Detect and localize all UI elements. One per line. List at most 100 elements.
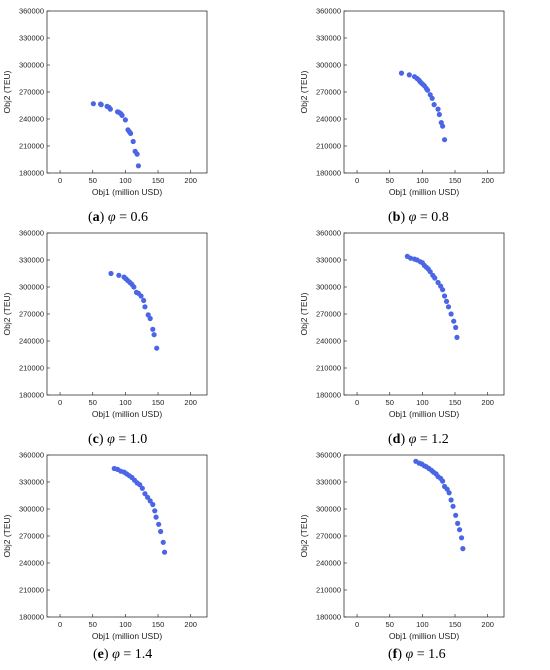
data-point [398,70,405,76]
y-tick-label: 210000 [19,142,44,151]
x-tick-label: 0 [355,176,359,185]
x-tick-label: 150 [449,398,462,407]
x-tick-label: 0 [355,398,359,407]
x-tick-label: 50 [386,398,394,407]
data-point [427,269,433,275]
data-point [440,478,446,484]
data-point [451,318,457,324]
x-tick-label: 200 [481,176,494,185]
data-point [431,102,437,108]
chart-panel-f: 0 50 100 150 200 180000 210000 240000 270000 3000… [299,451,505,662]
y-tick-label: 210000 [19,586,44,595]
y-axis-label: Obj2 (TEU) [299,70,309,113]
chart-panel-d: 0 50 100 150 200 180000 210000 240000 270000 3000… [299,229,505,447]
y-tick-label: 210000 [316,586,341,595]
y-axis-label: Obj2 (TEU) [2,292,12,335]
panel-caption: (b) φ = 0.8 [388,210,449,225]
y-tick-label: 210000 [19,364,44,373]
chart-panel-b: 0 50 100 150 200 180000 210000 240000 270000 3000… [299,7,505,225]
data-point [436,111,442,118]
caption-letter: d [393,432,401,447]
x-tick-label: 50 [89,176,97,185]
data-point [131,284,137,290]
data-point [130,138,136,145]
x-tick-label: 150 [449,176,462,185]
x-tick-label: 50 [386,176,394,185]
data-point [161,549,168,555]
data-point [154,345,160,351]
y-tick-label: 330000 [19,34,44,43]
y-tick-label: 240000 [316,337,341,346]
x-tick-label: 100 [119,176,132,185]
y-tick-label: 240000 [316,559,341,568]
y-tick-label: 300000 [316,283,341,292]
y-axis-label: Obj2 (TEU) [299,514,309,557]
x-tick-label: 150 [152,176,165,185]
data-point [127,130,134,136]
y-tick-label: 180000 [316,391,341,400]
y-tick-label: 180000 [19,391,44,400]
x-axis-label: Obj1 (million USD) [92,409,163,419]
data-point [158,528,164,535]
plot-frame [46,454,208,618]
plot-frame [46,232,208,396]
data-point [153,514,159,520]
caption-paren-open: ( [88,432,93,447]
y-tick-label: 180000 [19,169,44,178]
y-axis-label: Obj2 (TEU) [299,292,309,335]
data-point [147,315,153,322]
y-tick-label: 270000 [19,88,44,97]
y-axis-label: Obj2 (TEU) [2,514,12,557]
caption-value: = 0.8 [416,210,448,225]
panel-caption: (c) φ = 1.0 [88,432,147,447]
caption-symbol: φ [409,432,417,447]
caption-value: = 1.0 [115,432,147,447]
data-point [445,304,452,310]
caption-symbol: φ [409,210,417,225]
chart-panel-a: 0 50 100 150 200 180000 210000 240000 270000 3000… [2,7,208,225]
x-tick-label: 50 [89,398,97,407]
caption-value: = 1.2 [416,432,448,447]
data-point [142,304,148,310]
caption-paren-close: ) [397,647,405,662]
y-tick-label: 240000 [19,115,44,124]
caption-letter: b [393,210,401,225]
x-tick-label: 0 [355,620,359,629]
y-tick-label: 330000 [19,478,44,487]
x-tick-label: 0 [58,176,62,185]
data-point [152,508,158,514]
data-point [424,87,431,93]
x-tick-label: 100 [119,620,132,629]
y-tick-label: 300000 [316,505,341,514]
data-point [453,324,459,331]
data-point [107,106,113,112]
data-point [138,293,144,299]
data-point [448,311,454,317]
caption-paren-close: ) [104,647,112,662]
data-point [151,332,157,338]
caption-symbol: φ [107,432,115,447]
data-point [90,101,96,107]
y-tick-label: 270000 [316,310,341,319]
y-tick-label: 240000 [19,559,44,568]
x-axis-label: Obj1 (million USD) [92,631,163,641]
data-point [408,255,414,261]
y-tick-label: 180000 [316,613,341,622]
data-point [441,293,448,299]
data-point [429,95,435,101]
data-point [108,270,114,277]
y-tick-label: 240000 [316,115,341,124]
y-tick-label: 330000 [316,256,341,265]
y-axis-label: Obj2 (TEU) [2,70,12,113]
y-tick-label: 360000 [19,229,44,238]
data-point [443,298,450,304]
caption-paren-open: ( [88,210,93,225]
y-tick-label: 360000 [316,7,341,16]
data-point [135,163,142,169]
data-point [141,297,147,304]
caption-paren-close: ) [100,210,108,225]
data-point [455,520,461,527]
data-point [435,106,441,112]
chart-panel-c: 0 50 100 150 200 180000 210000 240000 270000 3000… [2,229,208,447]
x-tick-label: 100 [416,176,429,185]
